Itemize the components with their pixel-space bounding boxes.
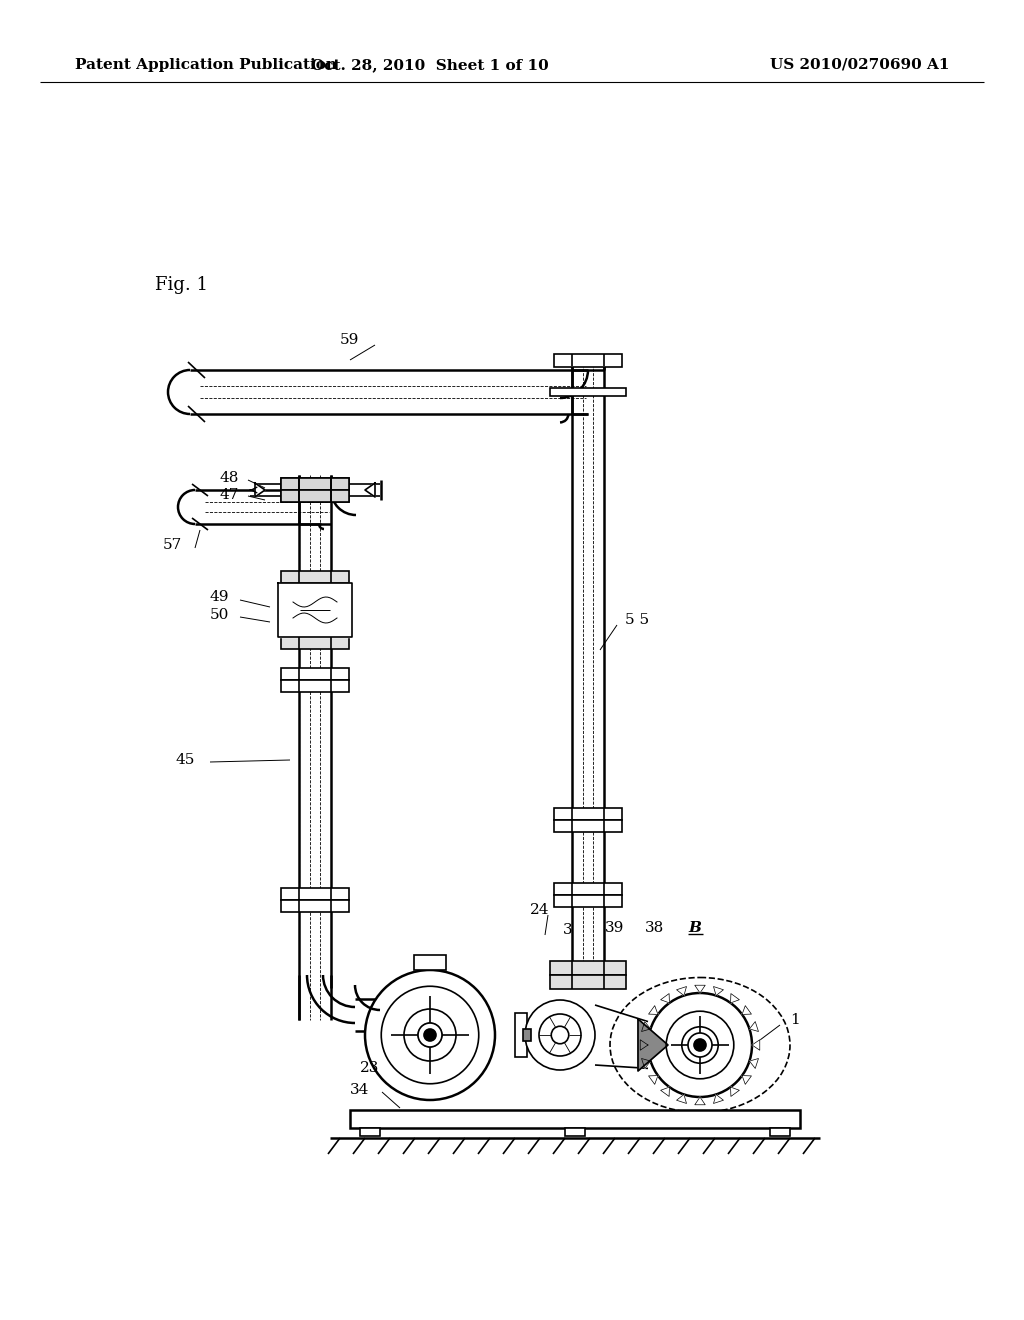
Bar: [554, 354, 622, 367]
Polygon shape: [730, 994, 739, 1003]
Circle shape: [688, 1034, 712, 1057]
Polygon shape: [714, 1094, 723, 1104]
Polygon shape: [648, 1076, 658, 1084]
Polygon shape: [742, 1006, 752, 1015]
Bar: [565, 1129, 585, 1137]
Text: 23: 23: [360, 1061, 379, 1074]
Circle shape: [682, 1027, 718, 1063]
Polygon shape: [660, 994, 670, 1003]
Bar: [417, 997, 425, 1034]
Bar: [360, 1129, 380, 1137]
Polygon shape: [255, 483, 265, 498]
Text: 3: 3: [563, 923, 572, 937]
Text: 45: 45: [175, 752, 195, 767]
Polygon shape: [642, 1022, 650, 1031]
Polygon shape: [677, 1094, 686, 1104]
Polygon shape: [677, 986, 686, 995]
Text: Fig. 1: Fig. 1: [155, 276, 208, 294]
Polygon shape: [365, 483, 375, 498]
Polygon shape: [750, 1059, 759, 1068]
Text: 34: 34: [350, 1082, 370, 1097]
Polygon shape: [752, 1040, 760, 1051]
Polygon shape: [648, 1006, 658, 1015]
Text: 24: 24: [530, 903, 550, 917]
Circle shape: [404, 1008, 456, 1061]
Bar: [550, 961, 626, 975]
Circle shape: [365, 970, 495, 1100]
Polygon shape: [642, 1059, 650, 1068]
Bar: [281, 900, 349, 912]
Bar: [281, 572, 349, 583]
Polygon shape: [278, 583, 352, 638]
Text: 39: 39: [605, 921, 625, 935]
Bar: [550, 975, 626, 989]
Text: Patent Application Publication: Patent Application Publication: [75, 58, 337, 73]
Bar: [281, 638, 349, 649]
Polygon shape: [714, 986, 723, 995]
Text: 1: 1: [790, 1012, 800, 1027]
Bar: [281, 478, 349, 490]
Polygon shape: [638, 1019, 668, 1071]
Text: 5 5: 5 5: [625, 612, 649, 627]
Bar: [554, 895, 622, 907]
Polygon shape: [694, 1097, 706, 1105]
Circle shape: [418, 1023, 441, 1047]
Circle shape: [418, 1023, 442, 1047]
Polygon shape: [694, 985, 706, 993]
Circle shape: [694, 1039, 706, 1051]
Bar: [281, 490, 349, 502]
Text: 49: 49: [210, 590, 229, 605]
Text: B: B: [688, 921, 700, 935]
Text: US 2010/0270690 A1: US 2010/0270690 A1: [770, 58, 950, 73]
Text: 48: 48: [220, 471, 240, 484]
Circle shape: [648, 993, 752, 1097]
Bar: [770, 1129, 790, 1137]
Bar: [281, 680, 349, 692]
Text: 47: 47: [220, 488, 240, 502]
Bar: [550, 388, 626, 396]
Ellipse shape: [610, 978, 790, 1113]
Circle shape: [525, 1001, 595, 1071]
Circle shape: [551, 1026, 568, 1044]
Bar: [350, 1110, 800, 1129]
Polygon shape: [742, 1076, 752, 1084]
Polygon shape: [750, 1022, 759, 1031]
Polygon shape: [640, 1040, 648, 1051]
Text: 57: 57: [163, 539, 182, 552]
Bar: [281, 888, 349, 900]
Circle shape: [424, 1030, 436, 1041]
Bar: [515, 1012, 527, 1057]
Bar: [554, 820, 622, 832]
Polygon shape: [660, 1088, 670, 1097]
Bar: [554, 808, 622, 820]
Bar: [281, 668, 349, 680]
Circle shape: [667, 1011, 734, 1078]
Bar: [554, 883, 622, 895]
Bar: [281, 490, 349, 502]
Text: 59: 59: [340, 333, 359, 347]
Text: 50: 50: [210, 609, 229, 622]
Circle shape: [539, 1014, 581, 1056]
Circle shape: [381, 986, 479, 1084]
Bar: [406, 990, 417, 1040]
Bar: [281, 478, 349, 490]
Polygon shape: [730, 1088, 739, 1097]
Bar: [414, 954, 446, 970]
Text: 38: 38: [645, 921, 665, 935]
Text: Oct. 28, 2010  Sheet 1 of 10: Oct. 28, 2010 Sheet 1 of 10: [311, 58, 549, 73]
Bar: [523, 1030, 531, 1041]
